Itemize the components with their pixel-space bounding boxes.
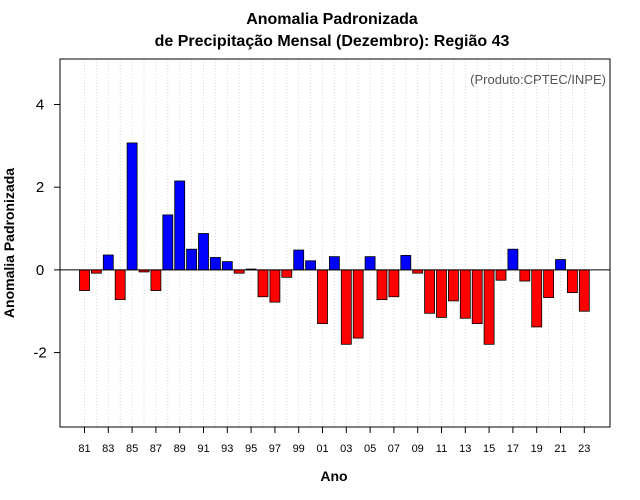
y-axis: -2 0 2 4 bbox=[33, 96, 60, 362]
bars bbox=[79, 142, 590, 345]
bar-2000 bbox=[305, 260, 317, 271]
bar-2013 bbox=[459, 269, 471, 319]
bar-2005 bbox=[364, 256, 376, 271]
y-axis-label: Anomalia Padronizada bbox=[1, 168, 17, 318]
bar-1996 bbox=[257, 269, 269, 298]
y-tick-label: 4 bbox=[36, 96, 44, 113]
bar-1999 bbox=[293, 249, 305, 271]
bar-1991 bbox=[198, 233, 209, 271]
bar-2017 bbox=[507, 248, 519, 271]
bar-1988 bbox=[162, 214, 174, 271]
bar-1985 bbox=[126, 142, 138, 271]
x-axis: 81 83 85 87 89 91 93 95 97 99 01 03 05 07 09 11 13 15 17 19… bbox=[78, 427, 590, 455]
bar-1992 bbox=[209, 257, 221, 271]
x-tick-label: 23 bbox=[578, 443, 590, 455]
bar-2007 bbox=[388, 269, 400, 298]
x-axis-label: Ano bbox=[320, 468, 347, 484]
bar-2006 bbox=[376, 269, 388, 301]
x-tick-label: 17 bbox=[507, 443, 519, 455]
bar-1993 bbox=[221, 261, 233, 271]
bar-1984 bbox=[114, 269, 126, 301]
x-tick-label: 97 bbox=[269, 443, 281, 455]
y-tick-label: 0 bbox=[36, 262, 44, 279]
x-tick-label: 87 bbox=[150, 443, 162, 455]
gridlines bbox=[84, 59, 585, 427]
plot-frame bbox=[59, 58, 611, 428]
bar-2004 bbox=[352, 269, 364, 339]
bar-2012 bbox=[447, 269, 459, 302]
x-tick-label: 11 bbox=[436, 443, 447, 455]
bar-1989 bbox=[174, 180, 186, 271]
x-tick-label: 15 bbox=[483, 443, 495, 455]
bar-1998 bbox=[281, 269, 293, 278]
x-tick-label: 91 bbox=[197, 443, 209, 455]
bar-2002 bbox=[328, 256, 340, 271]
chart-subtitle: de Precipitação Mensal (Dezembro): Regiã… bbox=[155, 33, 510, 50]
bar-2003 bbox=[340, 269, 352, 345]
bar-2010 bbox=[424, 269, 436, 314]
x-tick-label: 85 bbox=[126, 443, 138, 455]
bar-2016 bbox=[495, 269, 507, 281]
bar-1983 bbox=[102, 254, 114, 271]
x-tick-label: 09 bbox=[412, 443, 424, 455]
bar-2014 bbox=[471, 269, 483, 325]
x-tick-label: 83 bbox=[102, 443, 114, 455]
bar-2018 bbox=[519, 269, 531, 282]
bar-2011 bbox=[436, 269, 447, 318]
x-tick-label: 07 bbox=[388, 443, 400, 455]
x-tick-label: 89 bbox=[174, 443, 186, 455]
y-tick-label: -2 bbox=[33, 345, 46, 362]
bar-2001 bbox=[317, 269, 328, 325]
bar-1997 bbox=[269, 269, 281, 303]
x-tick-label: 13 bbox=[459, 443, 471, 455]
x-tick-label: 95 bbox=[245, 443, 257, 455]
x-tick-label: 01 bbox=[316, 443, 328, 455]
bar-2008 bbox=[400, 255, 412, 271]
bar-2020 bbox=[543, 269, 554, 298]
credit-annotation: (Produto:CPTEC/INPE) bbox=[470, 72, 606, 87]
chart-title: Anomalia Padronizada bbox=[246, 11, 418, 28]
bar-1987 bbox=[150, 269, 162, 291]
x-tick-label: 99 bbox=[293, 443, 305, 455]
bar-1990 bbox=[186, 248, 198, 271]
bar-2019 bbox=[531, 269, 543, 328]
y-tick-label: 2 bbox=[36, 179, 44, 196]
bar-2023 bbox=[578, 269, 590, 312]
bar-2015 bbox=[483, 269, 495, 345]
x-tick-label: 05 bbox=[364, 443, 376, 455]
x-tick-label: 19 bbox=[531, 443, 543, 455]
bar-1981 bbox=[79, 269, 90, 291]
x-tick-label: 81 bbox=[78, 443, 90, 455]
x-tick-label: 93 bbox=[221, 443, 233, 455]
x-tick-label: 21 bbox=[554, 443, 566, 455]
bar-2022 bbox=[567, 269, 578, 294]
x-tick-label: 03 bbox=[340, 443, 352, 455]
bar-2021 bbox=[555, 259, 566, 271]
